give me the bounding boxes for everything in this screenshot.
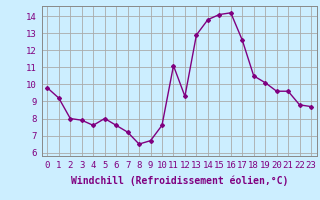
X-axis label: Windchill (Refroidissement éolien,°C): Windchill (Refroidissement éolien,°C) (70, 175, 288, 186)
